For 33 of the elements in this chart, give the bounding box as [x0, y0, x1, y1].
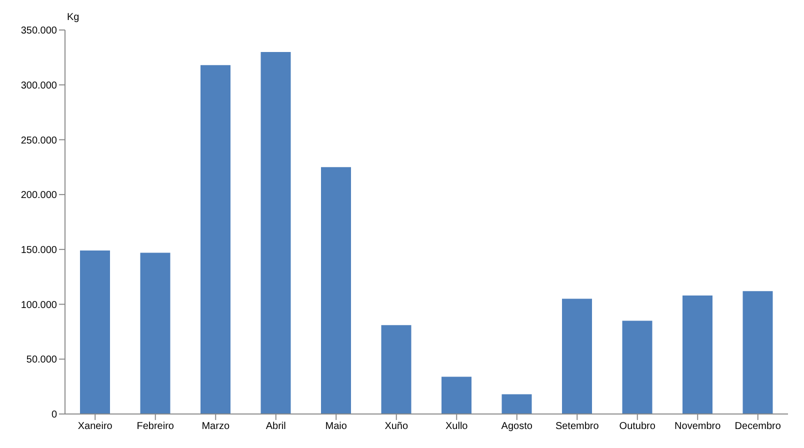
- bar: [682, 296, 712, 414]
- bar: [442, 376, 472, 414]
- x-tick-label: Setembro: [555, 421, 600, 432]
- x-tick-label: Xaneiro: [78, 421, 113, 432]
- bar: [562, 298, 592, 414]
- x-tick-label: Outubro: [619, 421, 656, 432]
- y-tick-label: 50.000: [26, 354, 58, 366]
- y-tick-label: 350.000: [20, 26, 58, 37]
- x-tick-label: Novembro: [674, 421, 722, 432]
- bar: [742, 291, 773, 414]
- x-tick-label: Febreiro: [136, 421, 174, 432]
- bar: [321, 167, 351, 414]
- bar: [622, 320, 652, 414]
- bar: [80, 250, 110, 414]
- x-tick-label: Agosto: [501, 421, 533, 432]
- bar: [502, 394, 532, 414]
- bar: [381, 325, 412, 414]
- y-tick-label: 300.000: [20, 80, 58, 92]
- x-tick-label: Abril: [266, 421, 286, 432]
- bar: [200, 65, 230, 414]
- y-tick-label: 0: [51, 410, 58, 421]
- x-tick-label: Marzo: [202, 421, 230, 432]
- y-tick-label: 200.000: [20, 190, 58, 202]
- x-tick-label: Decembro: [734, 421, 782, 432]
- y-tick-label: 150.000: [20, 244, 58, 256]
- x-tick-label: Xuño: [384, 421, 408, 432]
- x-tick-label: Maio: [325, 421, 348, 432]
- y-tick-label: 100.000: [20, 300, 58, 311]
- y-axis-title: Kg: [67, 12, 80, 23]
- bar: [260, 52, 291, 414]
- bar: [140, 252, 170, 414]
- y-tick-label: 250.000: [20, 135, 58, 146]
- x-tick-label: Xullo: [446, 421, 468, 432]
